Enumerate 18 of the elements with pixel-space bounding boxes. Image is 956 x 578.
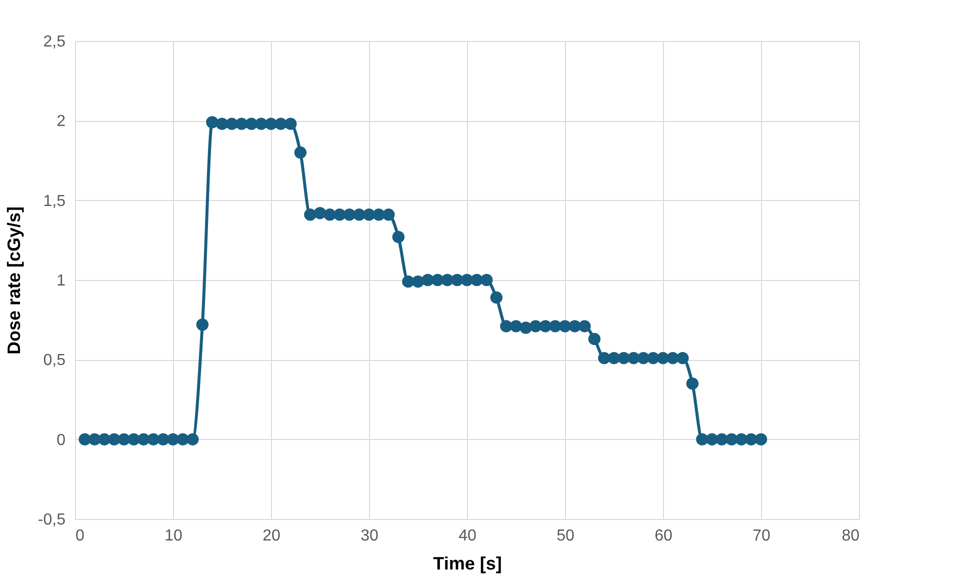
x-tick-label: 0 <box>76 528 84 544</box>
y-tick-label: 1,5 <box>43 192 66 210</box>
x-tick-label: 70 <box>752 528 770 544</box>
y-tick-label: 2 <box>56 113 66 130</box>
x-tick-label: 60 <box>654 528 672 544</box>
y-tick-label: 0,5 <box>43 352 66 370</box>
x-tick-label: 80 <box>842 528 860 544</box>
y-tick-label: 1 <box>56 272 66 290</box>
y-tick-label: -0,5 <box>38 512 66 528</box>
x-tick-label: 10 <box>164 528 182 544</box>
x-tick-label: 50 <box>556 528 574 544</box>
x-tick-label: 40 <box>458 528 476 544</box>
y-tick-label: 0 <box>56 432 66 449</box>
y-axis-title: Dose rate [cGy/s] <box>4 206 24 355</box>
x-tick-label: 30 <box>360 528 378 544</box>
x-tick-label: 20 <box>262 528 280 544</box>
y-tick-label: 2,5 <box>43 34 66 50</box>
x-axis-title: Time [s] <box>433 554 502 574</box>
